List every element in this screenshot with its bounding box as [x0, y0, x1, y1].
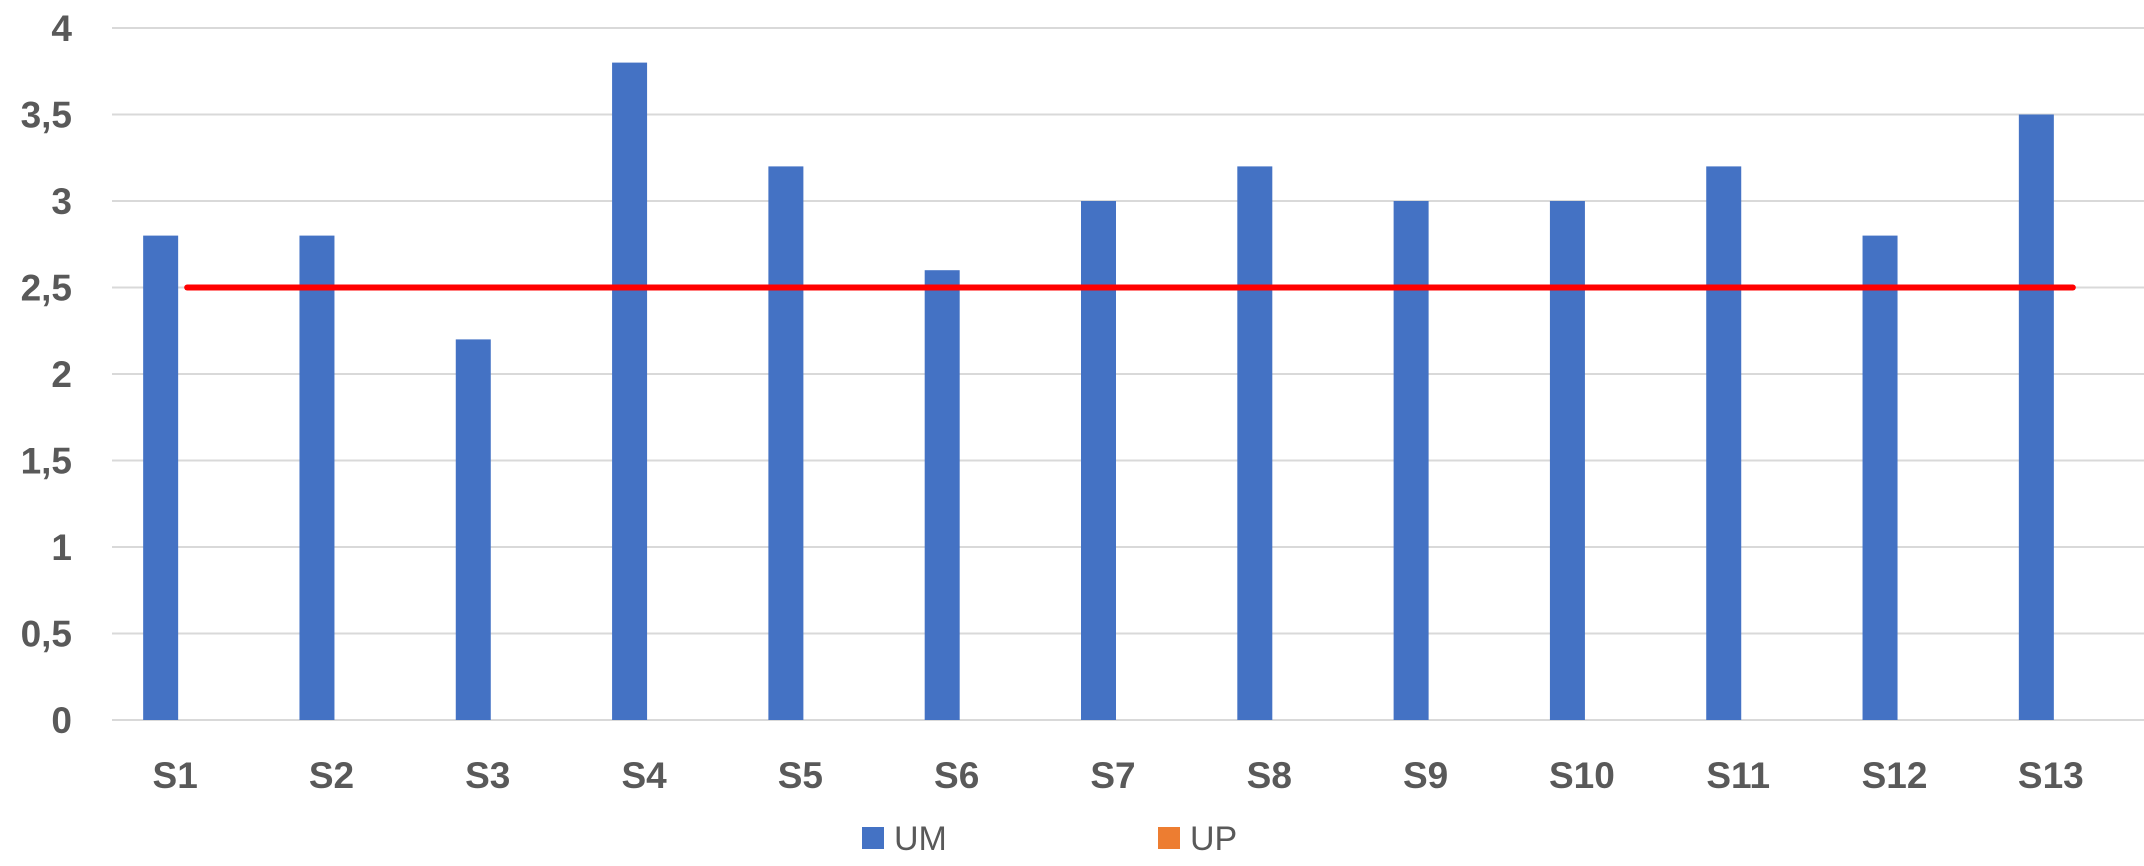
legend-label-up: UP — [1190, 820, 1237, 858]
legend-label-um: UM — [894, 820, 947, 858]
x-tick-label: S7 — [1090, 755, 1135, 796]
x-tick-label: S1 — [153, 755, 198, 796]
x-tick-label: S4 — [621, 755, 667, 796]
bar-um — [299, 235, 335, 720]
y-tick-label: 2 — [51, 354, 72, 395]
bar-um — [143, 235, 179, 720]
x-tick-label: S5 — [778, 755, 823, 796]
y-tick-label: 0,5 — [21, 614, 72, 655]
legend-swatch-up — [1158, 827, 1180, 849]
bar-um — [612, 62, 648, 721]
x-tick-label: S8 — [1247, 755, 1292, 796]
y-tick-label: 4 — [51, 8, 72, 49]
y-tick-label: 3,5 — [21, 95, 72, 136]
x-tick-label: S10 — [1549, 755, 1615, 796]
bar-um — [1706, 166, 1742, 720]
bar-um — [2018, 114, 2054, 720]
bar-um — [1549, 201, 1585, 720]
y-tick-label: 3 — [51, 181, 72, 222]
x-tick-label: S12 — [1862, 755, 1928, 796]
x-tick-label: S3 — [465, 755, 510, 796]
y-tick-label: 0 — [51, 700, 72, 741]
bar-um — [1862, 235, 1898, 720]
bar-um — [1081, 201, 1116, 720]
x-tick-label: S2 — [309, 755, 354, 796]
y-tick-label: 1 — [51, 527, 72, 568]
x-tick-label: S13 — [2018, 755, 2084, 796]
bar-um — [924, 270, 960, 720]
bar-um — [1393, 201, 1429, 720]
bar-um — [1237, 166, 1273, 720]
bar-um — [455, 339, 491, 720]
x-tick-label: S11 — [1706, 755, 1770, 796]
legend-swatch-um — [862, 827, 884, 849]
y-tick-label: 1,5 — [21, 441, 72, 482]
bar-um — [768, 166, 804, 720]
x-tick-label: S6 — [934, 755, 979, 796]
y-tick-label: 2,5 — [21, 268, 72, 309]
x-tick-label: S9 — [1403, 755, 1448, 796]
